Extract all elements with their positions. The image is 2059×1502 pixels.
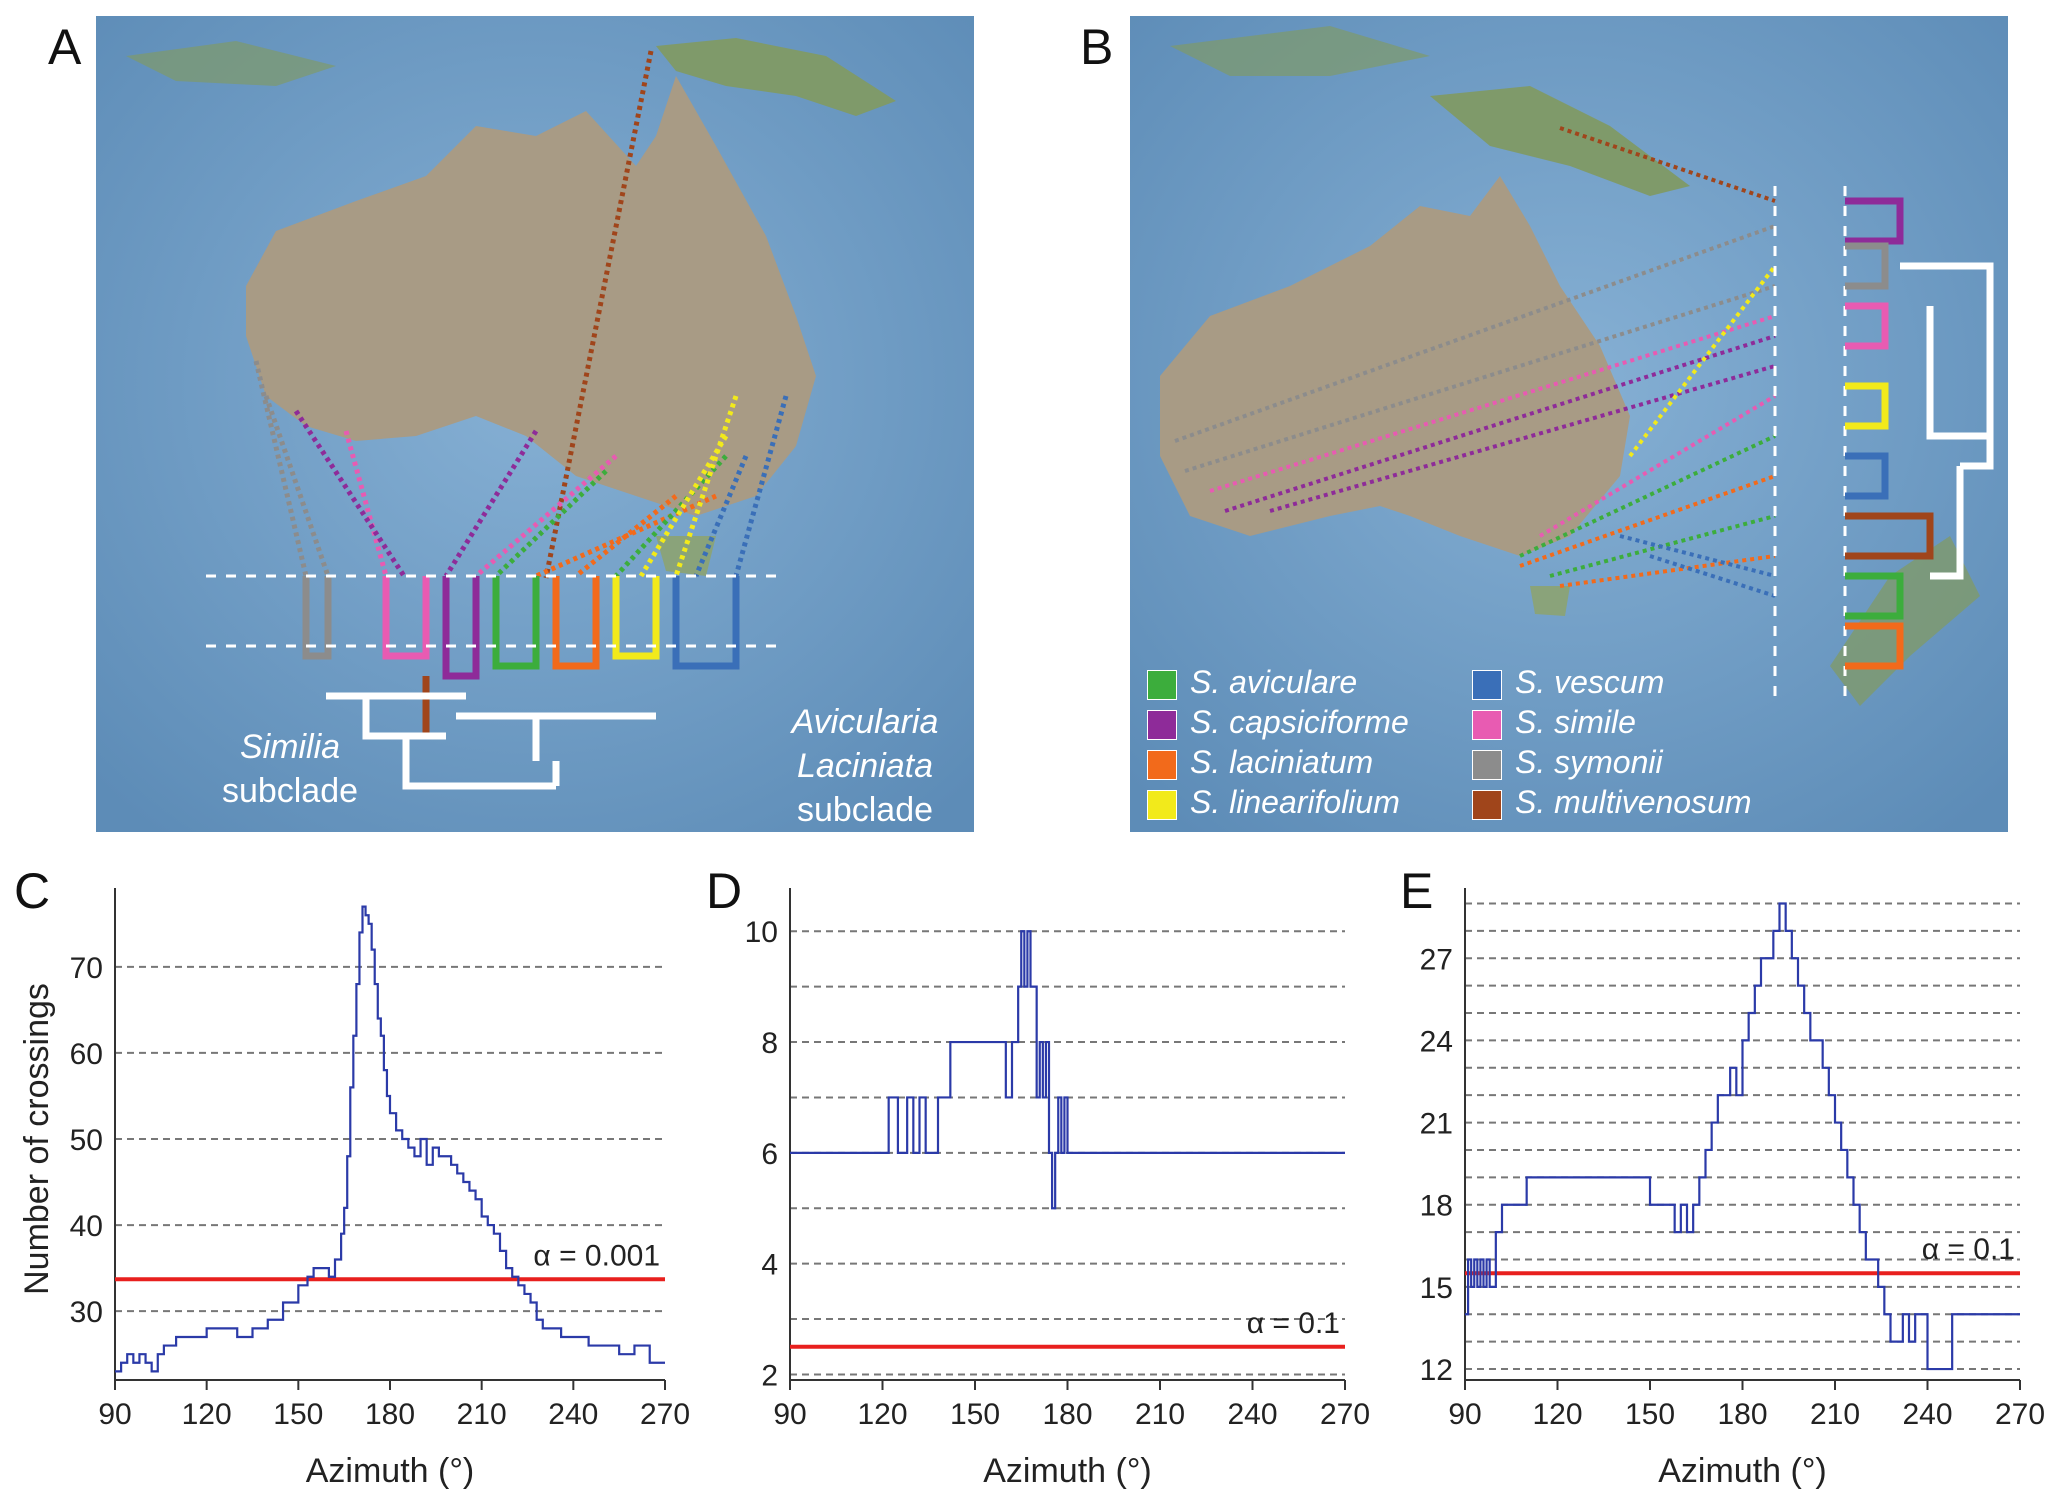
chart-d-threshold-label: α = 0.1 [1247,1307,1340,1340]
avicularia-name: Avicularia [792,703,939,741]
chart-d-series-line [790,931,1345,1208]
chart-c-series-line [115,907,665,1372]
chart-c-y-tick-label: 40 [70,1210,103,1243]
legend-label-capsiciforme: S. capsiciforme [1190,704,1409,741]
chart-e-y-tick-label: 21 [1420,1108,1453,1141]
chart-d-x-tick-label: 210 [1135,1398,1185,1431]
avicularia-word: subclade [797,791,933,829]
legend-swatch-laciniatum [1147,750,1177,780]
chart-d-x-tick-label: 180 [1042,1398,1092,1431]
legend-swatch-capsiciforme [1147,710,1177,740]
similia-word: subclade [222,772,358,810]
chart-e-x-tick-label: 240 [1902,1398,1952,1431]
chart-c-x-tick-label: 150 [273,1398,323,1431]
chart-d-y-tick-label: 2 [761,1359,778,1392]
chart-c-x-tick-label: 210 [457,1398,507,1431]
chart-c-y-axis-label: Number of crossings [18,983,56,1295]
legend-swatch-simile [1472,710,1502,740]
chart-c: 90 120 150 180 210 240 270 30 40 50 60 70 Azimuth (°… [0,880,690,1500]
legend-label-multivenosum: S. multivenosum [1515,784,1752,821]
panel-letter-b: B [1080,18,1113,76]
chart-d-x-axis-label: Azimuth (°) [983,1452,1152,1490]
avicularia-subclade-label: Avicularia Laciniata subclade [760,700,970,832]
legend-label-aviculare: S. aviculare [1190,664,1357,701]
chart-c-x-tick-label: 270 [640,1398,690,1431]
chart-c-x-tick-label: 240 [548,1398,598,1431]
legend-swatch-aviculare [1147,670,1177,700]
chart-e-x-axis-label: Azimuth (°) [1658,1452,1827,1490]
legend-swatch-multivenosum [1472,790,1502,820]
chart-e: 90 120 150 180 210 240 270 12 15 18 21 24 27 Azimuth … [1380,880,2059,1500]
chart-e-x-tick-label: 150 [1625,1398,1675,1431]
chart-d-y-tick-label: 6 [761,1138,778,1171]
chart-e-x-tick-label: 180 [1717,1398,1767,1431]
chart-e-y-tick-label: 27 [1420,943,1453,976]
chart-c-x-tick-label: 180 [365,1398,415,1431]
chart-c-x-tick-label: 90 [98,1398,131,1431]
chart-d-x-tick-label: 120 [857,1398,907,1431]
chart-e-threshold-label: α = 0.1 [1922,1233,2015,1266]
chart-e-y-tick-label: 12 [1420,1354,1453,1387]
legend-swatch-vescum [1472,670,1502,700]
chart-c-y-tick-label: 60 [70,1038,103,1071]
chart-c-x-tick-label: 120 [182,1398,232,1431]
chart-d: 90 120 150 180 210 240 270 2 4 6 8 10 Azimuth (°) α =… [690,880,1380,1500]
chart-e-y-tick-label: 18 [1420,1190,1453,1223]
chart-e-x-tick-label: 210 [1810,1398,1860,1431]
tasmania-landmass-b [1530,586,1570,616]
chart-e-x-tick-label: 90 [1448,1398,1481,1431]
chart-d-y-tick-label: 8 [761,1027,778,1060]
chart-d-x-tick-label: 90 [773,1398,806,1431]
laciniata-name: Laciniata [797,747,933,785]
similia-name: Similia [240,728,340,766]
similia-subclade-label: Similia subclade [200,725,380,813]
chart-d-x-tick-label: 240 [1227,1398,1277,1431]
panel-letter-a: A [48,18,81,76]
chart-c-x-axis-label: Azimuth (°) [306,1452,475,1490]
chart-d-x-tick-label: 270 [1320,1398,1370,1431]
chart-e-y-tick-label: 24 [1420,1025,1453,1058]
chart-c-y-tick-label: 70 [70,952,103,985]
chart-c-threshold-label: α = 0.001 [533,1239,660,1272]
legend-label-symonii: S. symonii [1515,744,1663,781]
chart-e-x-tick-label: 270 [1995,1398,2045,1431]
chart-e-y-tick-label: 15 [1420,1272,1453,1305]
chart-e-x-tick-label: 120 [1532,1398,1582,1431]
chart-d-x-tick-label: 150 [950,1398,1000,1431]
chart-e-series-line [1465,903,2020,1369]
legend-label-linearifolium: S. linearifolium [1190,784,1400,821]
legend-label-simile: S. simile [1515,704,1636,741]
chart-c-y-tick-label: 30 [70,1296,103,1329]
chart-d-y-tick-label: 4 [761,1249,778,1282]
legend-label-laciniatum: S. laciniatum [1190,744,1373,781]
chart-d-y-tick-label: 10 [745,916,778,949]
chart-c-y-tick-label: 50 [70,1124,103,1157]
legend-swatch-linearifolium [1147,790,1177,820]
legend-label-vescum: S. vescum [1515,664,1664,701]
legend-swatch-symonii [1472,750,1502,780]
